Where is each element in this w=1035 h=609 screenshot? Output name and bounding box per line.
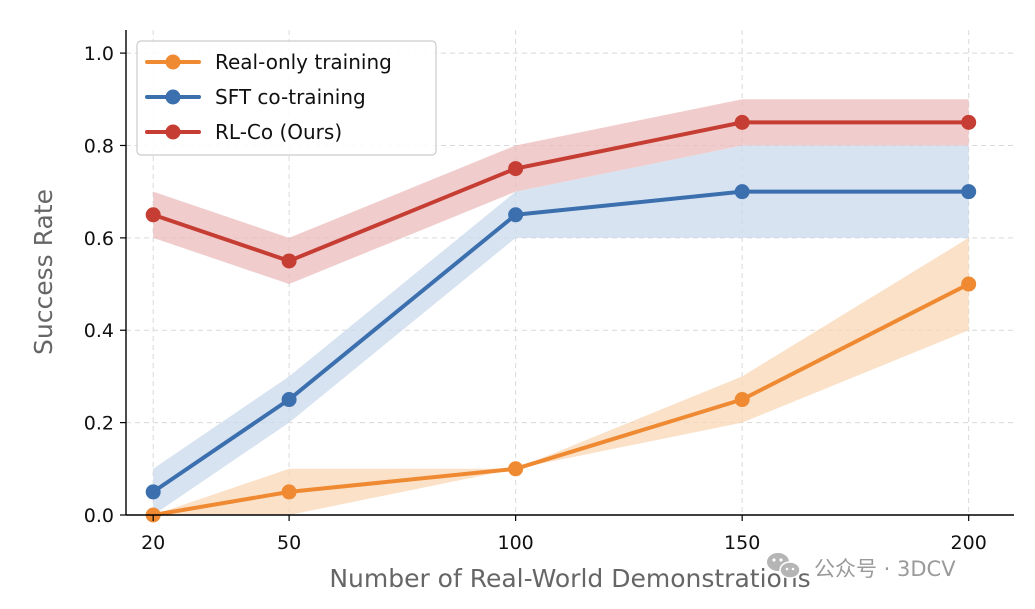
x-tick-label: 150 [724, 532, 760, 554]
point-sft-co-training [961, 184, 977, 200]
band-rl-co-ours [153, 99, 969, 285]
y-axis-label: Success Rate [29, 189, 58, 355]
y-tick-label: 0.4 [84, 320, 114, 342]
point-rl-co-ours [145, 207, 161, 223]
point-real-only-training [734, 392, 750, 408]
series-lines [145, 114, 977, 523]
point-real-only-training [508, 461, 524, 477]
axes [125, 30, 1014, 516]
band-real-only-training [153, 237, 969, 515]
watermark-text: 公众号 · 3DCV [814, 557, 956, 581]
x-tick-label: 200 [951, 532, 987, 554]
legend-marker [165, 124, 181, 140]
y-tick-label: 0.0 [84, 505, 114, 527]
legend-label: RL-Co (Ours) [215, 120, 342, 144]
point-real-only-training [281, 484, 297, 500]
point-rl-co-ours [961, 114, 977, 130]
point-sft-co-training [734, 184, 750, 200]
point-sft-co-training [508, 207, 524, 223]
point-rl-co-ours [734, 114, 750, 130]
legend-label: SFT co-training [215, 85, 366, 109]
legend: Real-only training SFT co-training RL-Co (… [136, 40, 437, 156]
band-sft-co-training [153, 145, 969, 515]
legend-box [136, 40, 437, 156]
legend-marker [165, 89, 181, 105]
y-tick-label: 0.6 [84, 228, 114, 250]
legend-label: Real-only training [215, 50, 392, 74]
x-tick-label: 100 [497, 532, 533, 554]
y-tick-label: 0.8 [84, 135, 114, 157]
x-tick-label: 50 [277, 532, 301, 554]
point-sft-co-training [281, 392, 297, 408]
watermark: 公众号 · 3DCV [767, 553, 956, 581]
confidence-bands [153, 99, 969, 515]
wechat-icon [767, 553, 801, 579]
legend-marker [165, 54, 181, 70]
x-axis-label: Number of Real-World Demonstrations [329, 564, 810, 593]
y-tick-label: 0.2 [84, 413, 114, 435]
point-rl-co-ours [508, 161, 524, 177]
point-rl-co-ours [281, 253, 297, 269]
point-sft-co-training [145, 484, 161, 500]
y-tick-label: 1.0 [84, 43, 114, 65]
x-tick-label: 20 [141, 532, 165, 554]
ticks: 20 50 100 150 200 0.0 0.2 0.4 0.6 0.8 1.0 [84, 43, 987, 554]
point-real-only-training [961, 276, 977, 292]
